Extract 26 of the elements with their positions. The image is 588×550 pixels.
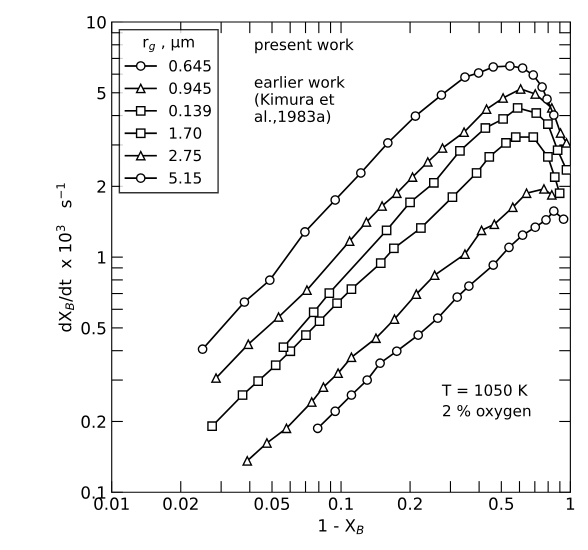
legend-label: 2.75	[169, 150, 201, 162]
x-tick-label: 0.1	[328, 497, 353, 510]
x-tick-label: 0.2	[398, 497, 422, 510]
y-tick-label: 5	[98, 86, 106, 100]
x-tick-label: 0.01	[94, 497, 129, 510]
y-tick-label: 0.1	[81, 486, 106, 499]
y-tick-label: 0.5	[81, 322, 106, 334]
legend-title: r$_{g}$ , μm	[144, 38, 194, 52]
y-tick-label: 2	[97, 180, 106, 193]
legend-label: 0.139	[169, 104, 211, 116]
legend-label: 1.70	[170, 127, 202, 139]
text: dX$_{B}$/dt x 10$^{3}$ s$^{−1}$	[56, 183, 74, 332]
legend-label: 5.15	[169, 172, 201, 184]
annotation: present work	[255, 38, 354, 54]
x-tick-label: 0.02	[163, 497, 198, 510]
x-tick-label: 0.05	[254, 497, 290, 510]
y-tick-label: 10	[87, 16, 106, 29]
x-axis-title: 1 - X$_{B}$	[319, 519, 364, 534]
annotation: T = 1050 K 2 % oxygen	[442, 384, 530, 420]
annotation: earlier work (Kimura et al.,1983a)	[254, 76, 345, 124]
y-tick-label: 0.2	[81, 415, 106, 428]
legend-label: 0.645	[169, 60, 211, 72]
x-tick-label: 0.5	[489, 497, 514, 510]
legend-label: 0.945	[169, 82, 211, 94]
x-tick-label: 1	[566, 498, 574, 510]
y-tick-label: 1	[98, 251, 106, 264]
